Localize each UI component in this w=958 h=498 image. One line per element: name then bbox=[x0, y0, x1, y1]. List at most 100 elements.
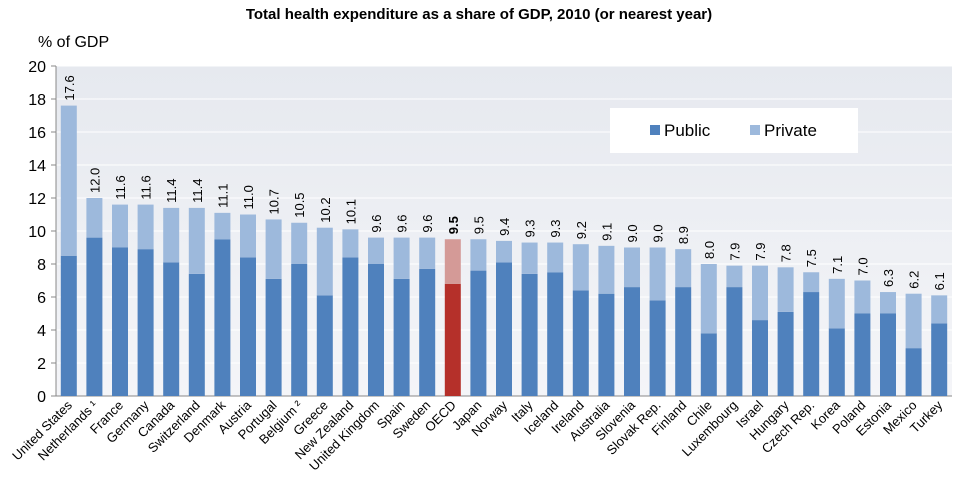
bar-segment bbox=[905, 348, 922, 396]
total-label: 9.6 bbox=[395, 215, 410, 233]
bar-segment bbox=[598, 293, 615, 396]
y-tick-label: 2 bbox=[37, 356, 46, 373]
bar-segment bbox=[86, 198, 103, 238]
y-tick-label: 20 bbox=[28, 59, 46, 76]
y-tick-label: 12 bbox=[28, 191, 46, 208]
bar-segment bbox=[137, 204, 154, 250]
bar-segment bbox=[624, 247, 640, 288]
bar-segment bbox=[880, 313, 896, 396]
bar-segment bbox=[265, 278, 282, 396]
total-label: 12.0 bbox=[87, 168, 102, 193]
total-label: 6.1 bbox=[932, 272, 947, 290]
bar-segment bbox=[572, 244, 589, 291]
bar-segment bbox=[496, 262, 512, 396]
bar-segment bbox=[316, 227, 333, 296]
y-tick-label: 18 bbox=[28, 92, 46, 109]
bar-segment bbox=[880, 292, 896, 314]
bar-segment bbox=[675, 249, 692, 288]
total-label: 10.5 bbox=[292, 192, 307, 217]
total-label: 9.5 bbox=[446, 216, 461, 234]
bar-segment bbox=[240, 257, 256, 396]
total-label: 11.6 bbox=[113, 175, 128, 199]
total-label: 7.9 bbox=[753, 243, 768, 261]
y-tick-label: 4 bbox=[37, 323, 46, 340]
bar-segment bbox=[86, 237, 103, 396]
chart-title: Total health expenditure as a share of G… bbox=[246, 6, 712, 23]
legend-label: Public bbox=[664, 121, 711, 140]
bar-segment bbox=[265, 219, 282, 279]
total-label: 7.9 bbox=[727, 243, 742, 261]
bar-segment bbox=[752, 265, 768, 321]
total-label: 9.3 bbox=[548, 219, 563, 237]
bar-segment bbox=[931, 323, 948, 396]
total-label: 11.4 bbox=[164, 179, 179, 203]
total-label: 7.5 bbox=[804, 249, 819, 267]
bar-segment bbox=[752, 320, 768, 396]
legend-box bbox=[610, 108, 858, 153]
bar-segment bbox=[726, 265, 743, 288]
total-label: 17.6 bbox=[62, 75, 77, 100]
bar-segment bbox=[60, 105, 77, 256]
bar-segment bbox=[496, 240, 512, 263]
bar-segment bbox=[854, 313, 871, 396]
total-label: 6.3 bbox=[881, 269, 896, 287]
y-tick-label: 0 bbox=[37, 389, 46, 406]
bar-segment bbox=[368, 264, 384, 396]
bar-segment bbox=[60, 255, 77, 396]
legend-swatch bbox=[750, 125, 760, 135]
y-tick-label: 16 bbox=[28, 125, 46, 142]
total-label: 9.0 bbox=[625, 224, 640, 242]
bar-segment bbox=[598, 245, 615, 294]
bar-segment bbox=[803, 292, 820, 396]
bar-segment bbox=[188, 207, 205, 274]
bar-segment bbox=[521, 242, 538, 274]
bar-segment bbox=[700, 333, 717, 396]
total-label: 11.6 bbox=[139, 175, 154, 199]
bar-segment bbox=[419, 268, 436, 396]
y-tick-label: 10 bbox=[28, 224, 46, 241]
total-label: 9.6 bbox=[420, 215, 435, 233]
total-label: 7.8 bbox=[779, 244, 794, 262]
y-axis-label: % of GDP bbox=[38, 34, 109, 51]
total-label: 9.0 bbox=[651, 224, 666, 242]
bar-segment bbox=[675, 287, 692, 396]
total-label: 9.4 bbox=[497, 218, 512, 236]
total-label: 9.1 bbox=[599, 223, 614, 241]
legend-label: Private bbox=[764, 121, 817, 140]
total-label: 9.2 bbox=[574, 221, 589, 239]
bar-segment bbox=[393, 237, 410, 279]
bar-segment bbox=[291, 264, 308, 396]
bar-segment bbox=[419, 237, 436, 269]
total-label: 11.1 bbox=[215, 184, 230, 208]
bar-segment bbox=[163, 207, 180, 263]
bar-segment bbox=[368, 237, 384, 264]
bar-segment bbox=[112, 247, 128, 396]
bar-segment bbox=[470, 270, 487, 396]
bar-segment bbox=[342, 257, 359, 396]
bar-segment bbox=[444, 283, 461, 396]
bar-segment bbox=[291, 222, 308, 264]
bar-segment bbox=[547, 242, 564, 273]
legend-swatch bbox=[650, 125, 660, 135]
total-label: 8.9 bbox=[676, 226, 691, 244]
bar-segment bbox=[624, 287, 640, 396]
bar-segment bbox=[931, 295, 948, 324]
total-label: 9.6 bbox=[369, 215, 384, 233]
total-label: 11.4 bbox=[190, 179, 205, 203]
bar-segment bbox=[649, 247, 666, 301]
bar-segment bbox=[521, 273, 538, 396]
bar-segment bbox=[393, 278, 410, 396]
bar-segment bbox=[700, 264, 717, 334]
bar-segment bbox=[163, 262, 180, 396]
total-label: 10.7 bbox=[267, 189, 282, 214]
bar-segment bbox=[777, 267, 794, 312]
bar-segment bbox=[828, 328, 845, 396]
y-tick-label: 8 bbox=[37, 257, 46, 274]
bar-segment bbox=[649, 300, 666, 396]
total-label: 7.1 bbox=[830, 256, 845, 274]
total-label: 9.5 bbox=[471, 216, 486, 234]
bar-segment bbox=[854, 280, 871, 314]
bar-segment bbox=[137, 249, 154, 396]
bar-segment bbox=[803, 272, 820, 293]
